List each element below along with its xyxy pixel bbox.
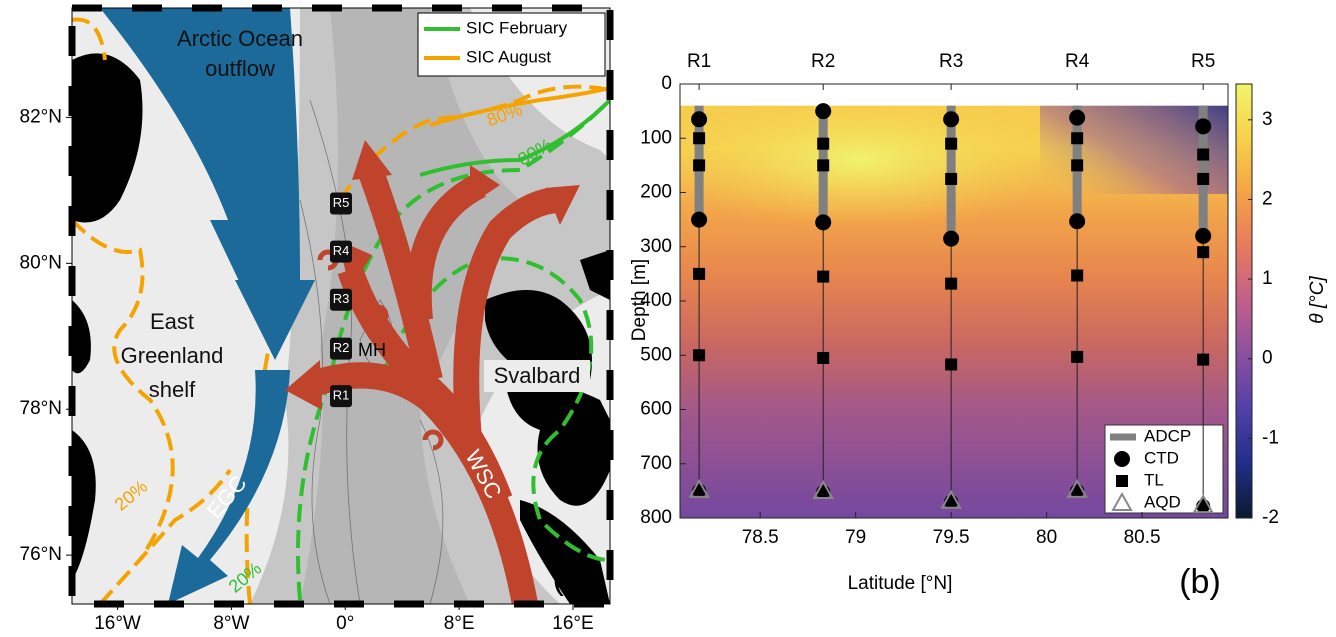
colorbar-tick-label: -1 — [1262, 427, 1279, 448]
colorbar-tick-label: 2 — [1262, 188, 1273, 209]
y-tick-label: 78°N — [20, 398, 62, 419]
page: Fram Strait moorings {"chart_data": [ {"… — [0, 0, 1336, 637]
figure: Arctic Ocean outflow East Greenland shel… — [0, 0, 1336, 632]
y-tick-label: 600 — [640, 399, 672, 420]
y-tick-label: 500 — [640, 344, 672, 365]
legend-label: CTD — [1144, 448, 1179, 467]
colorbar-tick-label: 1 — [1262, 268, 1273, 289]
y-tick-label: 700 — [640, 453, 672, 474]
legend-label: ADCP — [1144, 426, 1191, 445]
tl-marker — [1197, 173, 1209, 185]
y-tick-label: 82°N — [20, 106, 62, 127]
ctd-marker — [815, 103, 831, 119]
mooring-label: R3 — [939, 51, 963, 72]
y-tick-label: 100 — [640, 127, 672, 148]
y-tick-label: 80°N — [20, 252, 62, 273]
tl-marker — [693, 349, 705, 361]
colorbar-label: θ [°C] — [1307, 276, 1328, 324]
ctd-marker — [1069, 110, 1085, 126]
annotation: shelf — [149, 377, 196, 402]
annotation: MH — [358, 340, 386, 360]
mooring-label: R5 — [333, 195, 350, 210]
tl-marker — [945, 358, 957, 370]
legend-swatch — [1114, 451, 1130, 467]
mooring-label: R1 — [687, 51, 711, 72]
y-tick-label: 76°N — [20, 544, 62, 565]
ctd-marker — [943, 111, 959, 127]
annotation: Svalbard — [494, 363, 581, 388]
annotation: Arctic Ocean — [177, 26, 303, 51]
panel-label: (b) — [1179, 563, 1221, 601]
x-tick-label: 79.5 — [933, 527, 970, 548]
mooring-label: R2 — [333, 340, 350, 355]
tl-marker — [1071, 132, 1083, 144]
y-tick-label: 400 — [640, 290, 672, 311]
tl-marker — [817, 159, 829, 171]
mooring-label: R4 — [1065, 51, 1090, 72]
colorbar-tick-label: 3 — [1262, 109, 1273, 130]
x-tick-label: 80 — [1036, 527, 1057, 548]
tl-marker — [945, 173, 957, 185]
ctd-marker — [691, 212, 707, 228]
y-tick-label: 0 — [661, 73, 672, 94]
ctd-marker — [1195, 228, 1211, 244]
tl-marker — [693, 268, 705, 280]
tl-marker — [1197, 246, 1209, 258]
tl-marker — [945, 278, 957, 290]
colorbar-tick-label: -2 — [1262, 507, 1279, 528]
legend-swatch — [1116, 475, 1128, 487]
tl-marker — [1071, 159, 1083, 171]
y-tick-label: 300 — [640, 236, 672, 257]
legend-label: SIC August — [466, 47, 551, 66]
x-tick-label: 8°W — [213, 613, 249, 632]
ctd-marker — [1195, 118, 1211, 134]
mooring-label: R1 — [333, 388, 350, 403]
legend-label: TL — [1144, 470, 1164, 489]
no-data — [680, 84, 1228, 106]
ctd-marker — [1069, 213, 1085, 229]
annotation: East — [150, 309, 194, 334]
annotation: Greenland — [121, 343, 224, 368]
x-tick-label: 80.5 — [1124, 527, 1161, 548]
tl-marker — [1197, 149, 1209, 161]
annotation: outflow — [205, 56, 275, 81]
x-tick-label: 8°E — [444, 613, 475, 632]
colorbar — [1236, 84, 1252, 518]
tl-marker — [817, 352, 829, 364]
tl-marker — [945, 138, 957, 150]
tl-marker — [1071, 351, 1083, 363]
body: Arctic Ocean outflow East Greenland shel… — [0, 0, 1336, 637]
mooring-label: R3 — [333, 291, 350, 306]
mooring-label: R4 — [333, 243, 350, 258]
y-tick-label: 800 — [640, 507, 672, 528]
tl-marker — [817, 138, 829, 150]
legend-label: AQD — [1144, 492, 1181, 511]
ctd-marker — [691, 111, 707, 127]
ctd-marker — [943, 231, 959, 247]
temperature-field — [660, 90, 1060, 230]
colorbar-tick-label: 0 — [1262, 348, 1273, 369]
x-tick-label: 0° — [336, 613, 354, 632]
mooring-label: R5 — [1191, 51, 1215, 72]
tl-marker — [817, 271, 829, 283]
mooring-label: R2 — [811, 51, 835, 72]
x-tick-label: 78.5 — [742, 527, 779, 548]
x-tick-label: 16°E — [552, 613, 593, 632]
y-tick-label: 200 — [640, 182, 672, 203]
ctd-marker — [815, 214, 831, 230]
legend-label: SIC February — [466, 18, 568, 37]
x-axis-label: Latitude [°N] — [848, 573, 953, 594]
panel-label: (a) — [552, 559, 594, 597]
tl-marker — [693, 132, 705, 144]
tl-marker — [693, 159, 705, 171]
x-tick-label: 16°W — [94, 613, 141, 632]
tl-marker — [1197, 354, 1209, 366]
x-tick-label: 79 — [845, 527, 866, 548]
tl-marker — [1071, 270, 1083, 282]
